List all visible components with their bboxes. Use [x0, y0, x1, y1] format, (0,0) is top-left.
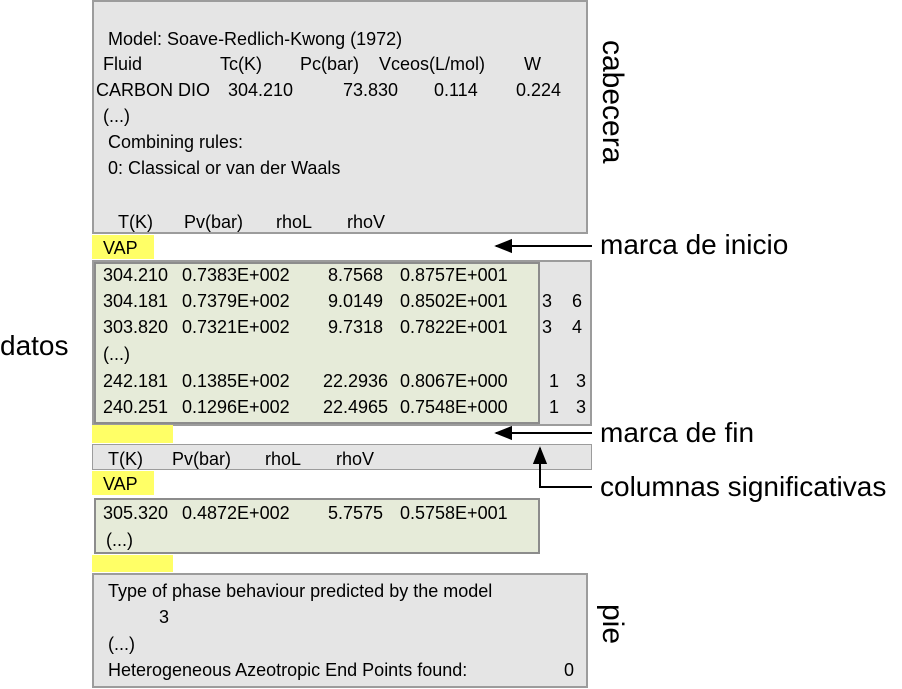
row6-pv: 0.1296E+002: [182, 397, 290, 417]
second-row-t: 305.320: [103, 503, 169, 523]
combining-title: Combining rules:: [108, 132, 244, 152]
row5-rhol: 22.2936: [323, 371, 389, 391]
fluid-vceos: 0.114: [434, 80, 478, 100]
second-col-rhov: rhoV: [336, 449, 375, 469]
row2-rhov: 0.8502E+001: [400, 291, 508, 311]
row5-rhov: 0.8067E+000: [400, 371, 508, 391]
second-col-rhol: rhoL: [265, 449, 302, 469]
data-ellipsis: (...): [103, 344, 130, 364]
extra-row6-a: 1: [549, 397, 560, 417]
row2-rhol: 9.0149: [328, 291, 384, 311]
start-mark: [92, 235, 154, 259]
data-col-rhov: rhoV: [347, 212, 386, 232]
col-fluid: Fluid: [103, 54, 143, 74]
row1-pv: 0.7383E+002: [182, 265, 290, 285]
row3-rhol: 9.7318: [328, 317, 384, 337]
label-datos: datos: [0, 330, 69, 361]
col-pc: Pc(bar): [300, 54, 360, 74]
extra-row5-a: 1: [549, 371, 560, 391]
extra-row3-a: 3: [542, 317, 553, 337]
data-col-rhol: rhoL: [276, 212, 313, 232]
fluid-pc: 73.830: [343, 80, 399, 100]
header-ellipsis: (...): [103, 106, 130, 126]
end-mark: [92, 425, 173, 443]
row2-t: 304.181: [103, 291, 169, 311]
second-header-box: [92, 444, 592, 470]
row1-t: 304.210: [103, 265, 169, 285]
footer-line1: Type of phase behaviour predicted by the…: [108, 581, 493, 601]
footer-line2: Heterogeneous Azeotropic End Points foun…: [108, 660, 468, 680]
footer-box: [92, 573, 588, 688]
col-vceos: Vceos(L/mol): [379, 54, 486, 74]
second-ellipsis: (...): [106, 530, 133, 550]
combining-rule: 0: Classical or van der Waals: [108, 158, 341, 178]
col-tc: Tc(K): [220, 54, 262, 74]
row6-t: 240.251: [103, 397, 169, 417]
footer-value2: 0: [564, 660, 575, 680]
row1-rhol: 8.7568: [328, 265, 384, 285]
extra-row3-b: 4: [572, 317, 583, 337]
col-w: W: [524, 54, 541, 74]
second-data-box: [94, 498, 540, 554]
row2-pv: 0.7379E+002: [182, 291, 290, 311]
row3-t: 303.820: [103, 317, 169, 337]
second-start-mark-text: VAP: [103, 474, 138, 494]
row5-t: 242.181: [103, 371, 169, 391]
second-col-t: T(K): [108, 449, 143, 469]
label-marca-fin: marca de fin: [600, 417, 755, 448]
footer-value1: 3: [159, 607, 170, 627]
extra-row2-b: 6: [572, 291, 583, 311]
second-start-mark: [92, 471, 154, 495]
row3-rhov: 0.7822E+001: [400, 317, 508, 337]
model-line: Model: Soave-Redlich-Kwong (1972): [108, 29, 403, 49]
label-columnas: columnas significativas: [600, 471, 887, 502]
footer-ellipsis: (...): [108, 634, 135, 654]
data-col-pv: Pv(bar): [184, 212, 244, 232]
start-mark-text: VAP: [103, 238, 138, 258]
header-box: [92, 0, 588, 234]
label-marca-inicio: marca de inicio: [600, 229, 789, 260]
row5-pv: 0.1385E+002: [182, 371, 290, 391]
second-row-pv: 0.4872E+002: [182, 503, 290, 523]
fluid-tc: 304.210: [228, 80, 294, 100]
arrow-columnas: [532, 446, 592, 488]
second-col-pv: Pv(bar): [172, 449, 232, 469]
second-end-mark: [92, 555, 173, 572]
row3-pv: 0.7321E+002: [182, 317, 290, 337]
row6-rhol: 22.4965: [323, 397, 389, 417]
extra-row6-b: 3: [576, 397, 587, 417]
second-row-rhol: 5.7575: [328, 503, 384, 523]
fluid-name: CARBON DIO: [96, 80, 211, 100]
row6-rhov: 0.7548E+000: [400, 397, 508, 417]
row1-rhov: 0.8757E+001: [400, 265, 508, 285]
data-col-t: T(K): [118, 212, 153, 232]
extra-row2-a: 3: [542, 291, 553, 311]
data-box: [94, 262, 540, 424]
fluid-w: 0.224: [516, 80, 562, 100]
second-row-rhov: 0.5758E+001: [400, 503, 508, 523]
extra-row5-b: 3: [576, 371, 587, 391]
